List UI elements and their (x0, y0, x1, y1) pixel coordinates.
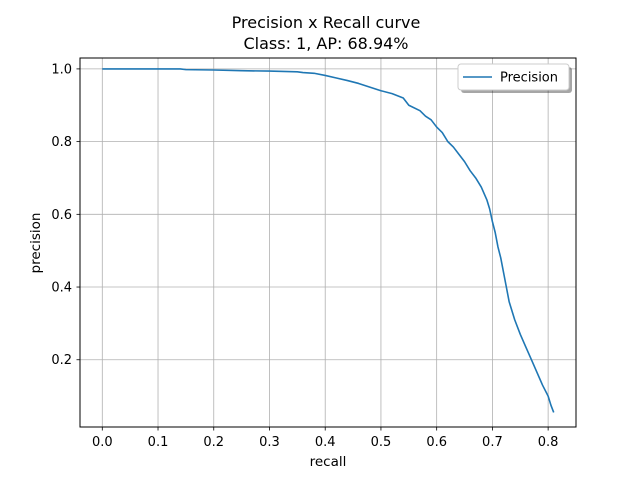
x-axis-label: recall (310, 454, 347, 470)
axis-ticks: 0.0 0.1 0.2 0.3 0.4 0.5 0.6 0.7 0.8 0.2 0.4 0.6 0.8 1… (51, 62, 558, 450)
x-tick-label: 0.4 (315, 435, 336, 450)
y-tick-label: 0.2 (51, 353, 72, 368)
x-tick-label: 0.0 (92, 435, 113, 450)
y-tick-label: 0.8 (51, 135, 72, 150)
y-axis-label: precision (28, 213, 44, 274)
x-tick-label: 0.3 (259, 435, 280, 450)
x-tick-label: 0.8 (538, 435, 559, 450)
chart-subtitle: Class: 1, AP: 68.94% (244, 34, 409, 53)
precision-series-line (102, 68, 555, 413)
legend-box (457, 63, 570, 91)
grid-lines (80, 58, 576, 427)
legend-label: Precision (500, 71, 558, 86)
x-tick-label: 0.5 (371, 435, 392, 450)
x-tick-label: 0.1 (148, 435, 169, 450)
x-tick-label: 0.2 (203, 435, 224, 450)
x-tick-label: 0.7 (482, 435, 503, 450)
legend: Precision (457, 63, 572, 93)
y-tick-label: 0.6 (51, 208, 72, 223)
chart-title: Precision x Recall curve (232, 13, 421, 32)
x-tick-label: 0.6 (426, 435, 447, 450)
series-layer (102, 68, 555, 413)
y-tick-label: 1.0 (51, 62, 72, 77)
y-tick-label: 0.4 (51, 281, 72, 296)
plot-frame (79, 57, 577, 428)
